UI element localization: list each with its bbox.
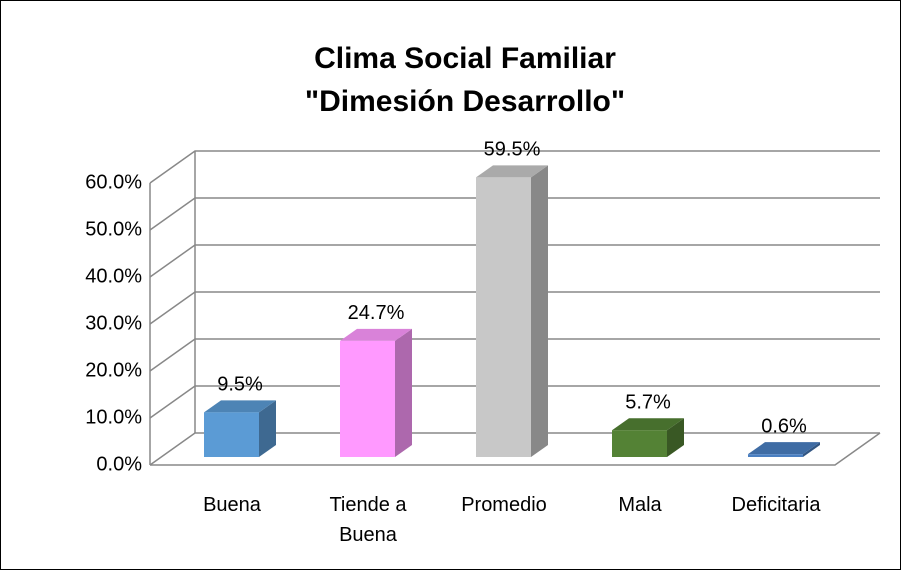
chart-title: Clima Social Familiar (314, 42, 616, 75)
x-tick-label: Promedio (461, 494, 547, 516)
y-tick-label: 40.0% (85, 265, 142, 287)
data-label: 59.5% (484, 139, 541, 161)
grid-line (149, 244, 880, 278)
bar (204, 412, 259, 457)
y-tick-label: 0.0% (96, 453, 142, 475)
grid-line (149, 291, 880, 325)
x-tick-label: Buena (203, 494, 261, 516)
bar (612, 430, 667, 457)
grid-line (149, 385, 880, 419)
bar-top (612, 418, 684, 431)
chart-title: "Dimesión Desarrollo" (305, 85, 625, 118)
grid-line (149, 338, 880, 372)
y-tick-label: 20.0% (85, 359, 142, 381)
y-tick-label: 10.0% (85, 406, 142, 428)
bar-top (476, 165, 548, 178)
grid-line (149, 197, 880, 231)
data-label: 5.7% (625, 391, 671, 413)
data-label: 0.6% (761, 415, 807, 437)
bar (340, 340, 395, 457)
x-tick-label: Tiende a Buena (329, 494, 407, 546)
bar-top (748, 442, 820, 455)
bar (748, 454, 803, 457)
x-tick-label: Deficitaria (731, 494, 821, 516)
y-tick-label: 30.0% (85, 312, 142, 334)
bar-side (803, 442, 820, 457)
bar-side (259, 400, 276, 457)
floor-edge (150, 432, 881, 466)
grid-line (149, 150, 880, 184)
y-tick-label: 50.0% (85, 218, 142, 240)
bar-side (395, 328, 412, 457)
bar-side (667, 418, 684, 457)
bar-side (531, 165, 548, 457)
bar-top (340, 328, 412, 341)
x-tick-label: Mala (618, 494, 662, 516)
data-label: 9.5% (217, 374, 263, 396)
bar (476, 177, 531, 457)
bar-top (204, 400, 276, 413)
y-tick-label: 60.0% (85, 171, 142, 193)
data-label: 24.7% (348, 302, 405, 324)
